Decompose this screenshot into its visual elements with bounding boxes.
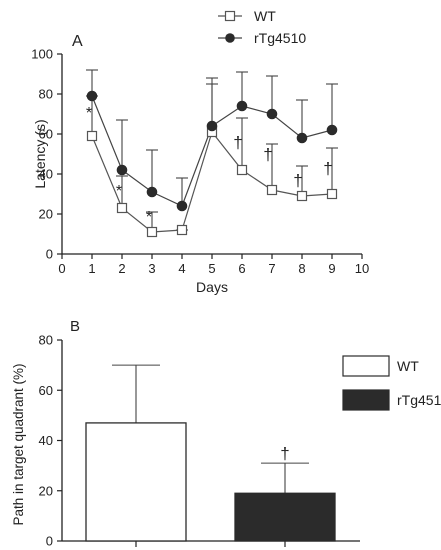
legend-label-wt: WT (254, 8, 276, 24)
data-point-wt (296, 190, 308, 202)
data-point-rtg4510 (206, 120, 218, 132)
significance-asterisk: * (116, 183, 122, 200)
legend-label-rtg4510: rTg4510 (254, 30, 306, 46)
data-point-rtg4510 (266, 108, 278, 120)
legend-label-wt: WT (397, 358, 419, 374)
x-tick-label: 9 (328, 261, 335, 276)
panel-label-b: B (70, 318, 80, 335)
significance-dagger: † (293, 171, 302, 190)
x-tick-label: 2 (118, 261, 125, 276)
y-tick-label: 60 (39, 383, 53, 398)
legend-label-rtg4510: rTg4510 (397, 392, 441, 408)
y-tick-label: 0 (46, 534, 53, 549)
y-tick-label: 80 (39, 87, 53, 102)
y-tick-label: 40 (39, 167, 53, 182)
panel-a-line-chart: 0 20 40 60 80 100 0 1 2 3 4 5 6 7 8 9 10 Days Latency (s) A… (31, 8, 369, 295)
data-point-rtg4510 (86, 90, 98, 102)
data-point-wt (326, 188, 338, 200)
data-point-rtg4510 (296, 132, 308, 144)
y-tick-label: 40 (39, 433, 53, 448)
y-tick-label: 100 (31, 47, 53, 62)
data-point-rtg4510 (116, 164, 128, 176)
panel-b-bar-chart: 0 20 40 60 80 Path in target quadrant (%) B † WT… (11, 318, 441, 549)
legend-swatch-rtg4510 (342, 389, 390, 411)
legend-marker-wt (224, 10, 236, 22)
legend-marker-rtg4510 (225, 33, 235, 43)
x-tick-label: 4 (178, 261, 185, 276)
panel-label-a: A (72, 33, 83, 50)
data-point-wt (86, 130, 98, 142)
y-axis-label: Path in target quadrant (%) (11, 363, 26, 525)
x-tick-label: 10 (355, 261, 369, 276)
significance-dagger: † (280, 444, 289, 463)
x-tick-label: 5 (208, 261, 215, 276)
x-tick-label: 1 (88, 261, 95, 276)
data-point-wt (176, 224, 188, 236)
y-axis-label: Latency (s) (32, 119, 48, 188)
significance-asterisk: * (86, 105, 92, 122)
bar-wt (85, 422, 187, 542)
data-point-rtg4510 (176, 200, 188, 212)
bar-rtg4510 (234, 492, 336, 542)
data-point-wt (116, 202, 128, 214)
data-point-rtg4510 (146, 186, 158, 198)
legend-swatch-wt (342, 355, 390, 377)
y-tick-label: 20 (39, 207, 53, 222)
data-point-wt (146, 226, 158, 238)
y-tick-label: 20 (39, 483, 53, 498)
x-tick-label: 8 (298, 261, 305, 276)
significance-asterisk: * (146, 209, 152, 226)
data-point-wt (266, 184, 278, 196)
data-point-rtg4510 (236, 100, 248, 112)
significance-dagger: † (323, 159, 332, 178)
x-axis-label: Days (196, 279, 228, 295)
significance-dagger: † (263, 145, 272, 164)
y-tick-label: 60 (39, 127, 53, 142)
x-tick-label: 0 (58, 261, 65, 276)
data-point-wt (236, 164, 248, 176)
x-tick-label: 7 (268, 261, 275, 276)
y-tick-label: 0 (46, 247, 53, 262)
y-tick-label: 80 (39, 333, 53, 348)
x-tick-label: 6 (238, 261, 245, 276)
significance-dagger: † (233, 133, 242, 152)
data-point-rtg4510 (326, 124, 338, 136)
x-tick-label: 3 (148, 261, 155, 276)
